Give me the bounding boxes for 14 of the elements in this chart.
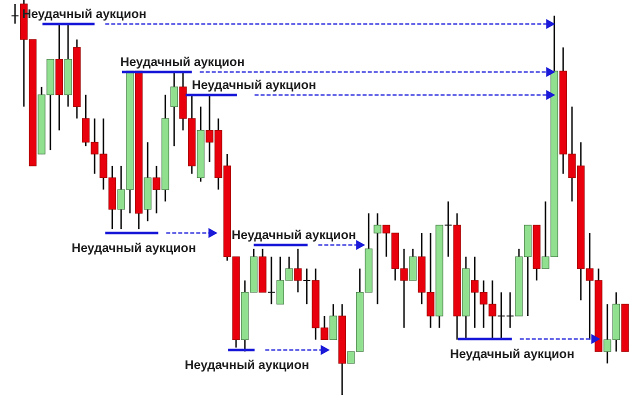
candlestick (374, 212, 382, 305)
annotation: Неудачный аукцион (232, 228, 356, 242)
candlestick (152, 165, 160, 214)
candlestick (302, 268, 311, 305)
candlestick (444, 200, 452, 258)
candlestick (267, 256, 276, 305)
candlestick (11, 3, 20, 24)
annotation: Неудачный аукцион (192, 78, 316, 92)
candlestick (409, 248, 417, 282)
annotation: Неудачный аукцион (450, 347, 574, 361)
annotation: Неудачный аукцион (120, 55, 245, 69)
annotation: Неудачный аукцион (184, 358, 310, 372)
annotation: Неудачный аукцион (72, 241, 196, 255)
candlestick (329, 303, 338, 340)
